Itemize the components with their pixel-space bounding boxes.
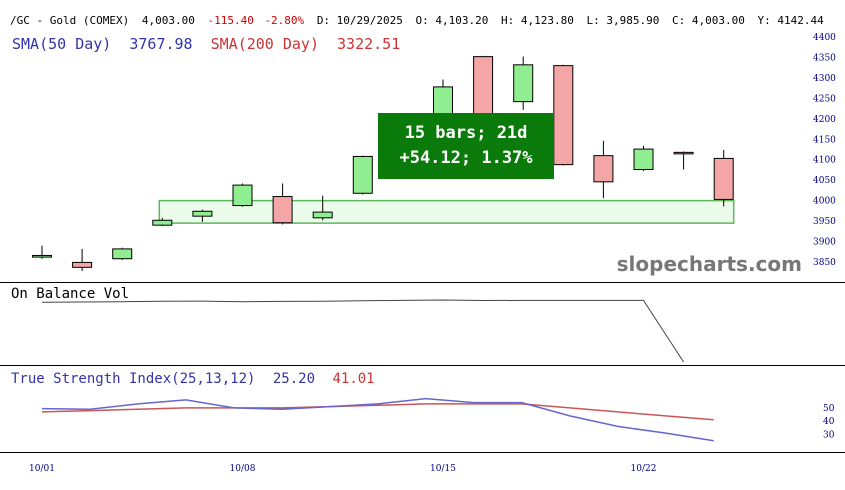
- candle-body: [32, 254, 52, 258]
- tsi-tick-label: 50: [823, 404, 835, 414]
- x-tick-label: 10/01: [29, 464, 55, 474]
- header-low: L: 3,985.90: [587, 14, 660, 27]
- tsi-value-1: 25.20: [273, 371, 315, 387]
- candle: [152, 217, 173, 226]
- price-tick-label: 3850: [813, 258, 836, 268]
- tsi-value-2: 41.01: [332, 371, 374, 387]
- candle: [32, 245, 52, 259]
- candle: [513, 56, 534, 110]
- candle: [593, 140, 614, 199]
- price-tick-label: 4150: [813, 135, 836, 145]
- annotation-line-2: +54.12; 1.37%: [399, 148, 533, 168]
- candle-body: [152, 219, 173, 226]
- candle: [713, 149, 734, 207]
- sma50-value: 3767.98: [129, 35, 192, 53]
- candle: [312, 195, 333, 221]
- tsi-main-line: [41, 397, 714, 442]
- header-date: D: 10/29/2025: [317, 14, 403, 27]
- header-last: 4,003.00: [142, 14, 195, 27]
- price-tick-label: 4350: [813, 53, 836, 63]
- candle: [433, 79, 453, 118]
- obv-label: On Balance Vol: [11, 286, 129, 302]
- candles-layer: [32, 55, 734, 271]
- tsi-legend: True Strength Index(25,13,12) 25.20 41.0…: [11, 371, 375, 387]
- x-tick-label: 10/08: [230, 464, 256, 474]
- sma-legend: SMA(50 Day) 3767.98 SMA(200 Day) 3322.51: [12, 35, 400, 53]
- obv-line: [41, 299, 685, 363]
- price-tick-label: 3900: [813, 238, 836, 248]
- header-ticker: /GC - Gold (COMEX): [10, 14, 129, 27]
- candle-body: [513, 64, 534, 103]
- candle-body: [312, 211, 333, 219]
- candle-body: [272, 196, 293, 224]
- candle-body: [352, 155, 373, 194]
- header-open: O: 4,103.20: [416, 14, 489, 27]
- candle-body: [192, 210, 213, 217]
- price-tick-label: 3950: [813, 217, 836, 227]
- x-tick-label: 10/22: [631, 464, 657, 474]
- candle-body: [593, 155, 614, 183]
- candle: [192, 209, 213, 222]
- consolidation-box: [158, 199, 735, 224]
- candle-body: [112, 248, 133, 260]
- sma200-value: 3322.51: [337, 35, 400, 53]
- x-tick-label: 10/15: [430, 464, 456, 474]
- header-change: -115.40: [207, 14, 253, 27]
- price-axis: 3850 3900 3950 4000 4050 4100 4150 4200 4250 4300…: [813, 33, 836, 268]
- tsi-label: True Strength Index(25,13,12): [11, 371, 255, 387]
- price-tick-label: 4100: [813, 156, 836, 166]
- watermark: slopecharts.com: [617, 252, 802, 276]
- candle-body: [232, 184, 253, 207]
- sma200-label: SMA(200 Day): [211, 35, 319, 53]
- candle: [553, 64, 574, 166]
- sma50-label: SMA(50 Day): [12, 35, 111, 53]
- annotation-line-1: 15 bars; 21d: [405, 123, 528, 143]
- price-tick-label: 4050: [813, 176, 836, 186]
- header-high: H: 4,123.80: [501, 14, 574, 27]
- candle-body: [633, 148, 654, 171]
- candle: [232, 183, 253, 207]
- price-tick-label: 4200: [813, 115, 836, 125]
- candle: [673, 151, 694, 170]
- header-close: C: 4,003.00: [672, 14, 745, 27]
- consolidation-box-layer: [158, 199, 735, 224]
- candle: [352, 155, 373, 195]
- tsi-signal-line: [41, 403, 714, 421]
- candle: [112, 247, 133, 260]
- x-axis: 10/01 10/08 10/15 10/22: [29, 464, 656, 474]
- annotation-box: 15 bars; 21d +54.12; 1.37%: [378, 113, 554, 179]
- candle-body: [713, 157, 734, 200]
- candle-body: [433, 86, 453, 117]
- candle-body: [673, 151, 694, 155]
- price-tick-label: 4250: [813, 94, 836, 104]
- price-tick-label: 4400: [813, 33, 836, 43]
- candle: [633, 145, 654, 172]
- price-tick-label: 4000: [813, 197, 836, 207]
- candle: [72, 248, 93, 271]
- candle: [272, 183, 293, 225]
- header-change-pct: -2.80%: [264, 14, 304, 27]
- header-line: /GC - Gold (COMEX) 4,003.00 -115.40 -2.8…: [10, 14, 824, 27]
- header-y: Y: 4142.44: [757, 14, 824, 27]
- price-tick-label: 4300: [813, 74, 836, 84]
- tsi-axis: 30 40 50: [823, 404, 835, 441]
- candle-body: [553, 65, 574, 166]
- tsi-tick-label: 40: [823, 417, 835, 427]
- tsi-tick-label: 30: [823, 430, 835, 440]
- candle-body: [72, 261, 93, 268]
